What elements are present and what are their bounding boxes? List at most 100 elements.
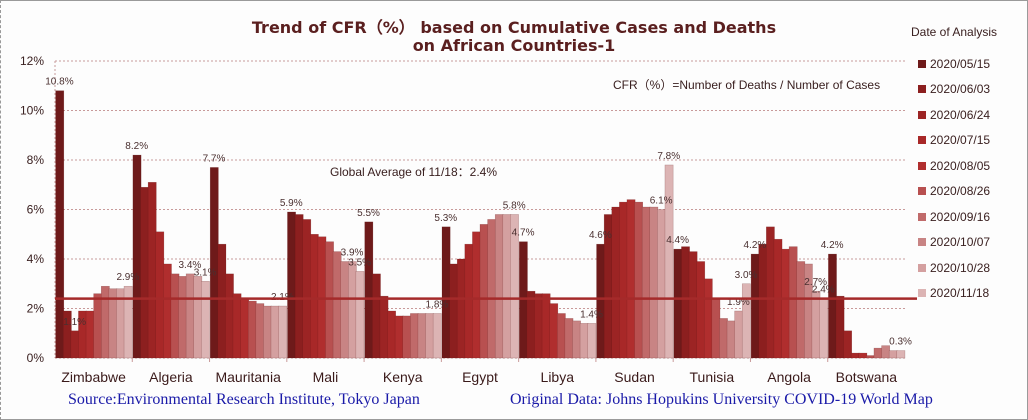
bar [611,206,621,359]
bar [502,214,512,359]
y-tick-label: 0% [27,351,45,365]
bar [549,303,559,359]
y-tick-label: 4% [27,252,45,266]
bar [185,273,195,359]
bar [85,310,95,359]
bar [703,278,713,359]
legend-item: 2020/05/15 [918,51,990,77]
bar [240,298,250,359]
bar [55,90,65,359]
bar [479,224,489,359]
bar [596,243,605,359]
source-credit: Source:Environmental Research Institute,… [68,391,420,408]
bar [310,234,319,359]
bar [681,246,690,359]
legend-swatch-icon [918,263,926,272]
bar [432,313,442,359]
bar [155,231,165,359]
bar [572,320,581,359]
data-label: 5.9% [280,198,303,209]
bar [866,355,875,359]
bar [741,283,751,359]
bar [888,350,898,359]
bar [364,221,374,359]
legend-swatch-icon [918,136,926,145]
legend-item: 2020/10/28 [918,255,990,281]
bar [819,298,828,359]
bar [263,305,272,359]
bar [93,293,103,359]
data-label: 4.2% [743,240,766,251]
legend-swatch-icon [918,161,926,170]
legend-label: 2020/08/05 [930,158,991,173]
bar [579,323,589,359]
y-tick-label: 10% [20,104,44,118]
bar [796,261,806,359]
bar [255,303,265,359]
data-label: 1.9% [727,297,750,308]
bar [294,214,304,359]
bar [873,347,883,359]
x-category-label: Libya [541,369,575,385]
legend-item: 2020/06/24 [918,102,990,128]
bar [858,352,868,359]
legend-item: 2020/08/26 [918,179,990,205]
bar [688,251,698,359]
bar [332,251,342,359]
bar [526,290,536,359]
bar [201,281,210,359]
bar [340,261,350,359]
bar [619,201,628,359]
bar [634,201,643,359]
bar [557,313,566,359]
legend-label: 2020/06/03 [930,82,991,97]
bar [587,323,597,359]
bar [178,276,187,359]
bar [510,214,519,359]
bar [472,231,481,359]
bar [278,305,288,359]
data-label: 5.5% [357,208,380,219]
data-label: 10.8% [45,77,73,88]
bar [626,199,636,359]
data-label: 4.2% [821,240,844,251]
data-label: 1.8% [426,299,449,310]
bar [896,350,906,359]
bar [163,263,172,359]
bar [564,318,574,359]
data-label: 4.4% [666,235,689,246]
bar [673,248,683,359]
data-label: 3.1% [194,267,217,278]
x-category-label: Mali [313,369,339,385]
legend-item: 2020/07/15 [918,128,990,154]
bar [123,285,133,359]
data-label: 7.7% [203,153,226,164]
legend-label: 2020/05/15 [930,56,991,71]
bar [417,313,427,359]
bar [147,182,157,359]
bar [811,290,821,359]
bar [494,214,504,359]
legend-swatch-icon [918,289,926,298]
data-label: 2.4% [812,285,835,296]
data-label: 0.3% [889,337,912,348]
bar [232,293,242,359]
legend-swatch-icon [918,238,926,247]
data-label: 4.7% [512,228,535,239]
bar [456,258,466,359]
bar [788,246,798,359]
chart-title-line-1: Trend of CFR（%） based on Cumulative Case… [251,18,777,37]
data-label: 3.5% [348,257,371,268]
data-label: 3.4% [179,260,202,271]
bar [828,253,837,359]
bar [441,226,451,359]
bar [217,243,227,359]
bar [850,352,860,359]
legend-item: 2020/09/16 [918,204,990,230]
bar [402,315,412,359]
bar [372,273,381,359]
y-tick-label: 6% [27,203,45,217]
data-label: 5.3% [434,213,457,224]
legend-swatch-icon [918,187,926,196]
y-tick-label: 2% [27,302,45,316]
